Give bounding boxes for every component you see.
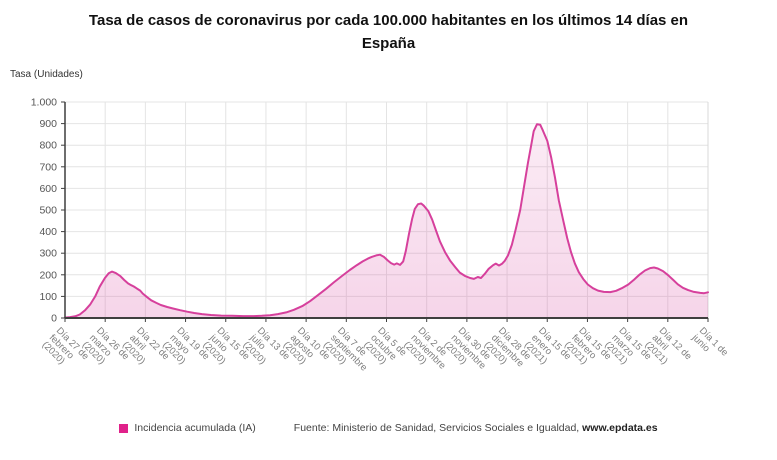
x-tick-label: Día 28 dediciembre(2020) [482, 325, 533, 376]
x-tick-label: Día 1 dejunio [689, 325, 730, 366]
legend-and-source-row: Incidencia acumulada (IA) Fuente: Minist… [0, 419, 777, 437]
x-tick-label: Día 15 defebrero(2021) [562, 325, 613, 376]
x-tick-label: Día 13 dejulio(2020) [240, 325, 292, 377]
area-fill [65, 124, 708, 318]
x-tick-label: Día 22 deabril(2020) [120, 325, 171, 376]
source-text: Fuente: Ministerio de Sanidad, Servicios… [294, 422, 658, 434]
y-tick-label: 100 [39, 291, 57, 303]
y-tick-label: 0 [51, 313, 57, 325]
y-tick-label: 200 [39, 269, 57, 281]
x-tick-label: Día 10 deagosto(2020) [281, 325, 332, 376]
x-tick-label: Día 15 deenero(2021) [522, 325, 573, 376]
legend-item-incidencia[interactable]: Incidencia acumulada (IA) [119, 422, 256, 434]
x-tick-label: Día 27 defebrero(2020) [40, 325, 91, 376]
x-tick-label: Día 12 deabril(2021) [643, 325, 694, 376]
y-tick-label: 700 [39, 161, 57, 173]
legend-label: Incidencia acumulada (IA) [134, 422, 256, 434]
chart-title: Tasa de casos de coronavirus por cada 10… [88, 12, 689, 52]
y-tick-label: 400 [39, 226, 57, 238]
series-line [64, 123, 709, 319]
y-tick-label: 900 [39, 118, 57, 130]
legend-marker [119, 423, 129, 433]
x-tick-label: Día 26 demarzo(2020) [80, 325, 131, 376]
x-tick-label: Día 15 dejunio(2020) [200, 325, 252, 377]
y-tick-label: 500 [39, 205, 57, 217]
y-tick-label: 1.000 [31, 97, 57, 109]
x-tick-label: Día 15 demarzo(2021) [602, 325, 653, 376]
y-tick-label: 600 [39, 183, 57, 195]
y-tick-label: 300 [39, 248, 57, 260]
source-link-epdata[interactable]: www.epdata.es [582, 422, 658, 434]
x-tick-label: Día 19 demayo(2020) [160, 325, 211, 376]
y-axis-title: Tasa (Unidades) [10, 69, 83, 80]
source-prefix: Fuente: Ministerio de Sanidad, Servicios… [293, 422, 583, 434]
y-tick-label: 800 [39, 140, 57, 152]
